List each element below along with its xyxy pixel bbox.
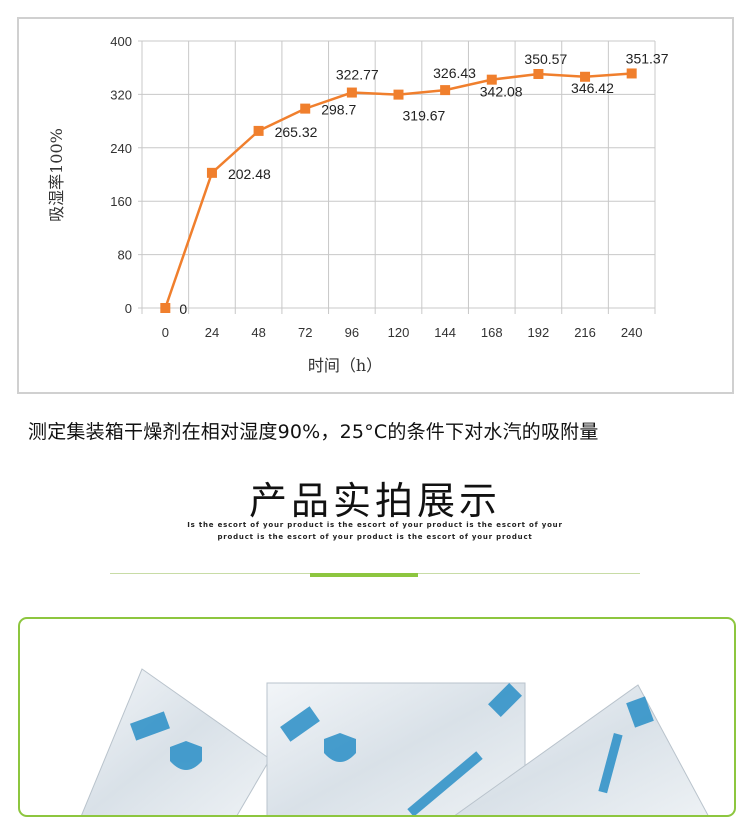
y-axis-label: 吸湿率100% [47, 128, 66, 222]
data-point-marker [533, 68, 544, 79]
product-photo-desiccant-packets [81, 668, 709, 815]
y-tick-label: 0 [125, 301, 132, 316]
x-axis-label: 时间（h） [308, 356, 382, 375]
data-point-marker [393, 89, 404, 100]
x-tick-label: 72 [298, 325, 312, 340]
data-point-marker [346, 87, 357, 98]
data-label: 202.48 [228, 166, 271, 182]
humidity-absorption-chart: 0 80 160 240 320 400 0 24 48 72 96 120 144 168 192 216 2… [47, 34, 669, 375]
data-point-marker [580, 71, 591, 82]
x-tick-label: 192 [528, 325, 550, 340]
data-point-marker [253, 125, 264, 136]
product-photo-frame [18, 617, 736, 817]
divider-accent [310, 573, 418, 577]
data-point-marker [206, 167, 217, 178]
y-tick-label: 80 [118, 248, 132, 263]
data-label: 351.37 [626, 50, 669, 66]
data-label: 319.67 [403, 108, 446, 124]
x-tick-label: 168 [481, 325, 503, 340]
data-point-marker [626, 68, 637, 79]
section-subtitle-line1: Is the escort of your product is the esc… [187, 521, 563, 529]
x-tick-label: 96 [345, 325, 359, 340]
section-title: 产品实拍展示 [248, 479, 501, 523]
data-point-marker [160, 303, 171, 313]
x-tick-label: 48 [251, 325, 265, 340]
x-tick-label: 216 [574, 325, 596, 340]
data-label: 350.57 [524, 51, 567, 67]
packet-left [81, 668, 271, 815]
chart-caption: 测定集装箱干燥剂在相对湿度90%，25°C的条件下对水汽的吸附量 [28, 421, 599, 443]
y-tick-label: 160 [110, 194, 132, 209]
data-label: 298.7 [321, 102, 356, 118]
data-label: 326.43 [433, 65, 476, 81]
y-tick-label: 400 [110, 34, 132, 49]
x-tick-label: 24 [205, 325, 219, 340]
y-tick-label: 320 [110, 87, 132, 102]
data-point-marker [300, 103, 311, 114]
x-tick-label: 240 [621, 325, 643, 340]
data-point-marker [440, 85, 451, 96]
x-tick-label: 120 [388, 325, 410, 340]
x-tick-label: 144 [434, 325, 456, 340]
x-tick-label: 0 [162, 325, 169, 340]
data-label: 0 [179, 301, 187, 317]
data-label: 265.32 [275, 124, 318, 140]
section-subtitle-line2: product is the escort of your product is… [217, 533, 533, 541]
chart-frame [17, 17, 734, 394]
data-label: 346.42 [571, 80, 614, 96]
data-point-marker [486, 74, 497, 85]
data-label: 322.77 [336, 67, 379, 83]
y-tick-label: 240 [110, 141, 132, 156]
data-label: 342.08 [480, 84, 523, 100]
